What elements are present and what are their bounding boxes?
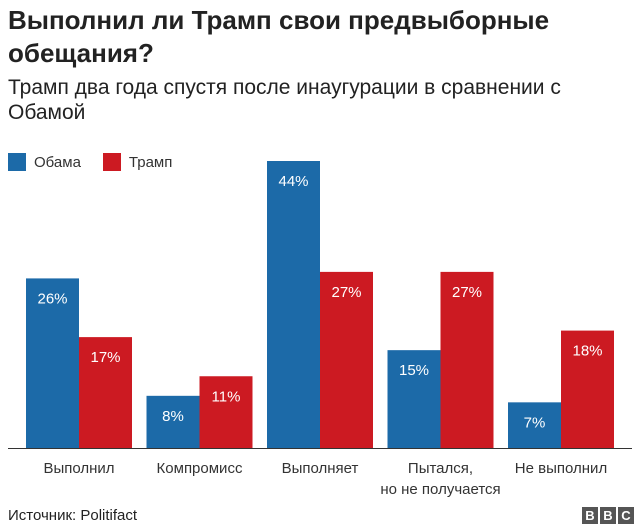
- legend-swatch-obama: [8, 153, 26, 171]
- bbc-logo: B B C: [582, 507, 634, 524]
- legend-label-obama: Обама: [34, 153, 81, 171]
- bar-chart: 26% 8% 44% 15% 7% 17% 11% 27% 27% 18% Выполнил Комп…: [8, 161, 632, 498]
- legend: Обама Трамп: [8, 152, 194, 172]
- data-label: 27%: [331, 284, 361, 301]
- data-label: 11%: [212, 388, 241, 405]
- data-label: 8%: [162, 408, 184, 425]
- chart-title: Выполнил ли Трамп свои предвыборные обещ…: [8, 5, 550, 68]
- legend-swatch-trump: [102, 153, 121, 171]
- bar: [26, 278, 79, 448]
- bar: [440, 271, 494, 448]
- legend-item-obama: Обама: [8, 153, 81, 171]
- data-label: 7%: [524, 414, 546, 431]
- category-label: Пытался,: [408, 460, 473, 477]
- data-label: 18%: [572, 343, 602, 360]
- logo-letter: C: [618, 507, 634, 524]
- bar: [79, 337, 132, 448]
- logo-letter: B: [600, 507, 616, 524]
- data-label: 44%: [278, 173, 308, 190]
- legend-item-trump: Трамп: [102, 153, 173, 171]
- chart-subtitle: Трамп два года спустя после инаугурации …: [8, 76, 561, 124]
- category-label: Выполняет: [282, 460, 359, 477]
- bar: [561, 330, 614, 448]
- bar: [320, 271, 373, 448]
- data-label: 27%: [452, 284, 482, 301]
- bar: [508, 402, 561, 448]
- legend-label-trump: Трамп: [128, 153, 173, 171]
- source-note: Источник: Politifact: [8, 507, 138, 524]
- category-label: Не выполнил: [515, 460, 607, 477]
- data-label: 17%: [90, 349, 120, 366]
- bar: [199, 376, 253, 448]
- category-label: но не получается: [380, 481, 500, 498]
- category-label: Выполнил: [43, 460, 114, 477]
- bar: [387, 350, 441, 448]
- category-label: Компромисс: [157, 460, 243, 477]
- data-label: 26%: [37, 290, 67, 307]
- data-label: 15%: [399, 362, 429, 379]
- bar: [267, 161, 320, 448]
- bar: [146, 395, 200, 448]
- logo-letter: B: [582, 507, 598, 524]
